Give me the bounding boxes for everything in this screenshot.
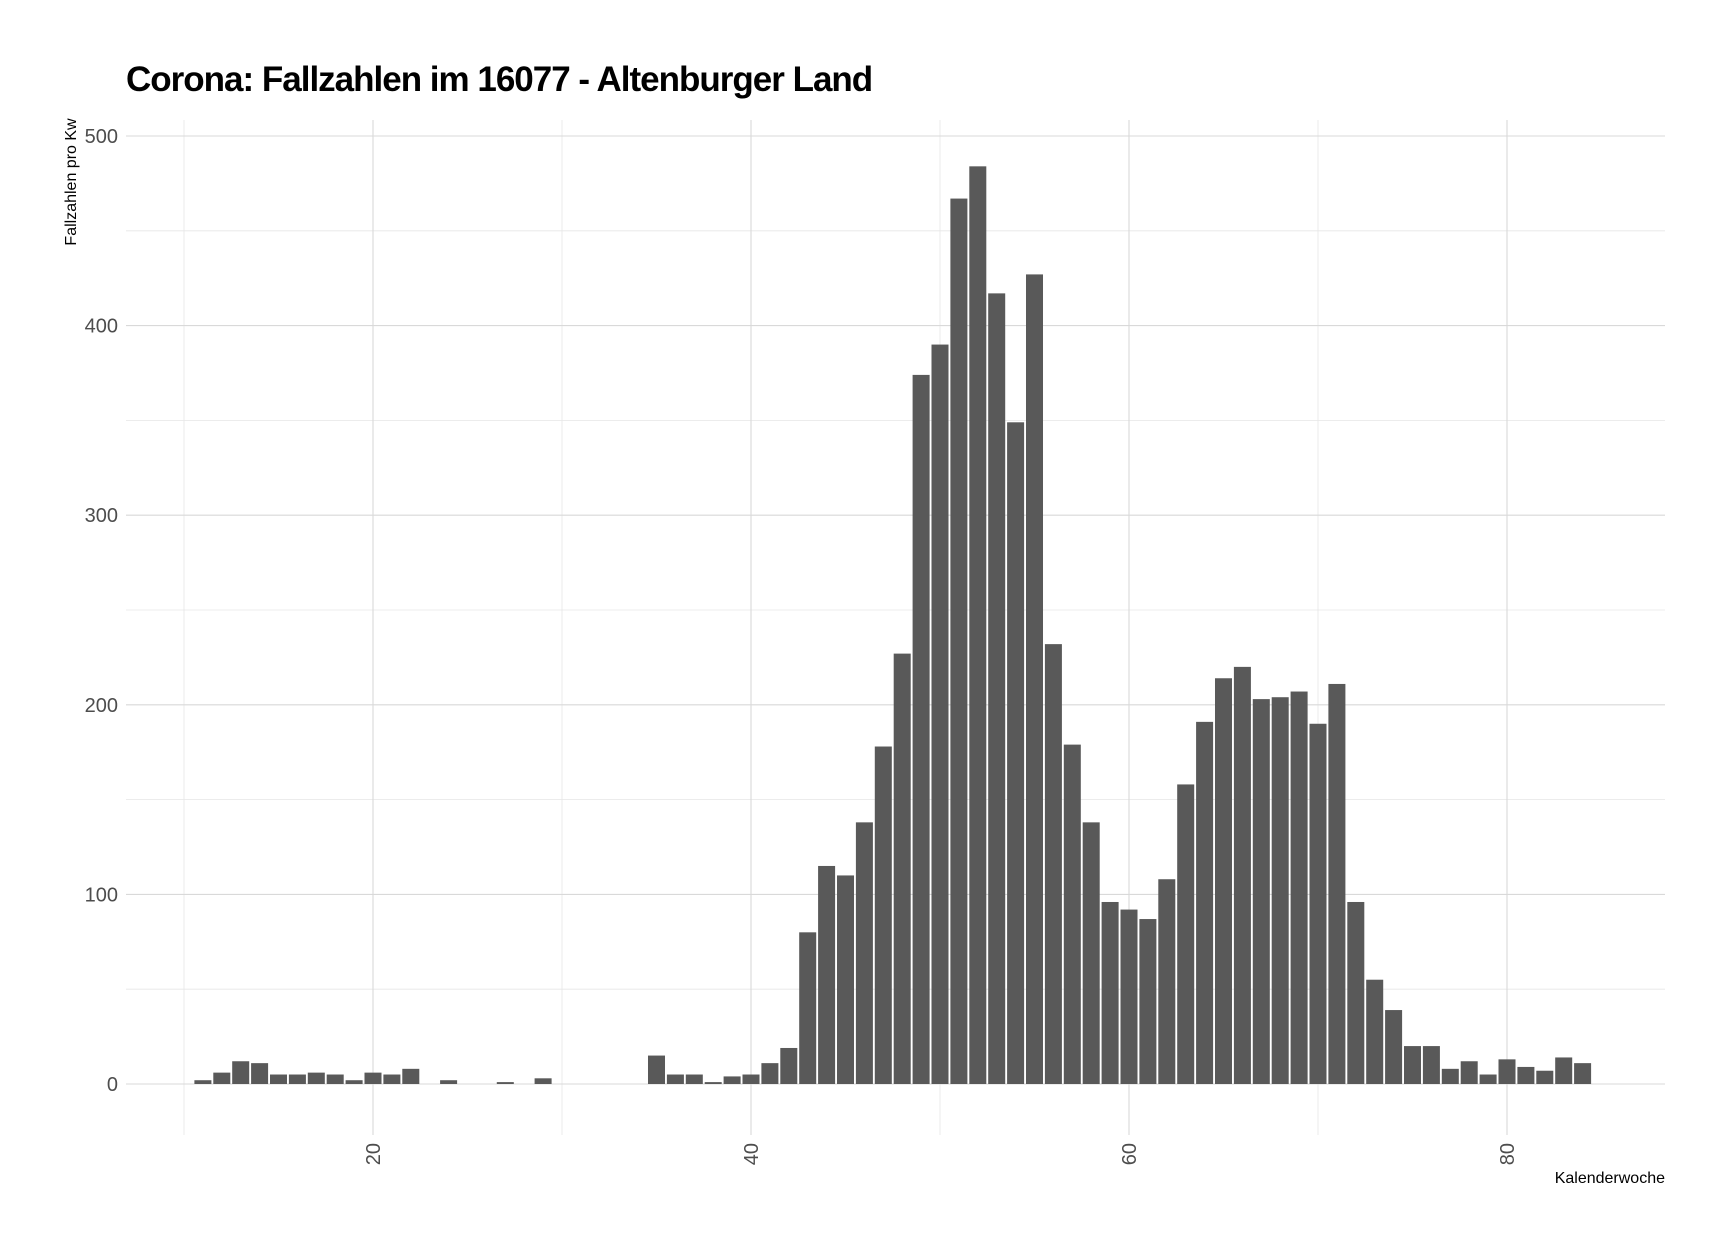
bar xyxy=(1290,691,1308,1084)
y-tick-label: 500 xyxy=(85,126,118,148)
bar xyxy=(874,746,892,1084)
x-tick-labels: 20 40 60 80 xyxy=(363,1143,1519,1165)
bar xyxy=(723,1076,741,1084)
bar xyxy=(1422,1046,1440,1084)
bar xyxy=(931,344,949,1084)
bar xyxy=(1044,644,1062,1084)
bar xyxy=(251,1063,269,1084)
bar xyxy=(647,1055,666,1084)
bar xyxy=(836,875,855,1084)
chart-title: Corona: Fallzahlen im 16077 - Altenburge… xyxy=(126,60,872,99)
bar xyxy=(1498,1059,1516,1084)
bar xyxy=(1479,1074,1497,1084)
bar xyxy=(1139,919,1157,1084)
bar xyxy=(780,1047,798,1084)
y-tick-labels: 0 100 200 300 400 500 xyxy=(85,126,118,1096)
bar xyxy=(1555,1057,1573,1084)
major-gridlines xyxy=(126,120,1665,1135)
bar xyxy=(893,653,911,1084)
bar xyxy=(799,932,817,1084)
bar xyxy=(1309,723,1327,1084)
bar xyxy=(1271,697,1289,1084)
bar xyxy=(1177,784,1195,1084)
bar xyxy=(402,1068,420,1084)
bar xyxy=(364,1072,382,1084)
bar xyxy=(685,1074,703,1084)
y-tick-label: 400 xyxy=(85,316,118,338)
bar xyxy=(1460,1061,1478,1084)
bar xyxy=(288,1074,306,1084)
bars xyxy=(194,166,1592,1085)
minor-gridlines xyxy=(126,120,1665,1135)
bar xyxy=(666,1074,684,1084)
bar xyxy=(1252,699,1270,1084)
bar xyxy=(969,166,987,1084)
y-tick-label: 0 xyxy=(107,1074,118,1096)
bar xyxy=(1158,879,1176,1084)
bar xyxy=(1233,666,1251,1084)
bar xyxy=(213,1072,231,1084)
bar xyxy=(1385,1010,1403,1084)
bar xyxy=(742,1074,760,1084)
bar xyxy=(950,198,968,1084)
bar xyxy=(855,822,873,1084)
bar xyxy=(1082,822,1100,1084)
bar xyxy=(440,1080,458,1084)
bar xyxy=(704,1082,722,1084)
x-axis-label: Kalenderwoche xyxy=(1555,1170,1665,1187)
bar xyxy=(912,374,930,1084)
x-tick-label: 20 xyxy=(363,1143,385,1165)
bar xyxy=(1025,274,1044,1085)
bar xyxy=(534,1078,552,1084)
bar xyxy=(1328,683,1346,1084)
bar xyxy=(1120,909,1138,1084)
bar xyxy=(1007,422,1025,1084)
x-tick-label: 60 xyxy=(1119,1143,1141,1165)
bar xyxy=(326,1074,344,1084)
x-tick-label: 80 xyxy=(1497,1143,1519,1165)
bar xyxy=(232,1061,250,1084)
y-axis-label: Fallzahlen pro Kw xyxy=(63,118,80,246)
bar xyxy=(1441,1068,1459,1084)
bar xyxy=(1517,1066,1535,1084)
bar xyxy=(988,293,1006,1084)
bar xyxy=(496,1082,514,1084)
bar xyxy=(1063,744,1081,1084)
y-tick-label: 300 xyxy=(85,505,118,527)
bar xyxy=(761,1063,779,1084)
bar xyxy=(345,1080,363,1084)
bar xyxy=(383,1074,401,1084)
bar xyxy=(818,865,836,1084)
bar xyxy=(1574,1063,1592,1084)
bar xyxy=(1403,1046,1422,1084)
bar xyxy=(1214,678,1233,1084)
x-tick-label: 40 xyxy=(741,1143,763,1165)
bar xyxy=(1536,1070,1554,1084)
y-tick-label: 100 xyxy=(85,884,118,906)
bar xyxy=(307,1072,325,1084)
bar xyxy=(1196,721,1214,1084)
bar xyxy=(1347,901,1365,1084)
bar xyxy=(1101,901,1119,1084)
y-tick-label: 200 xyxy=(85,695,118,717)
bar xyxy=(194,1080,212,1084)
bar xyxy=(269,1074,288,1084)
bar xyxy=(1366,979,1384,1084)
